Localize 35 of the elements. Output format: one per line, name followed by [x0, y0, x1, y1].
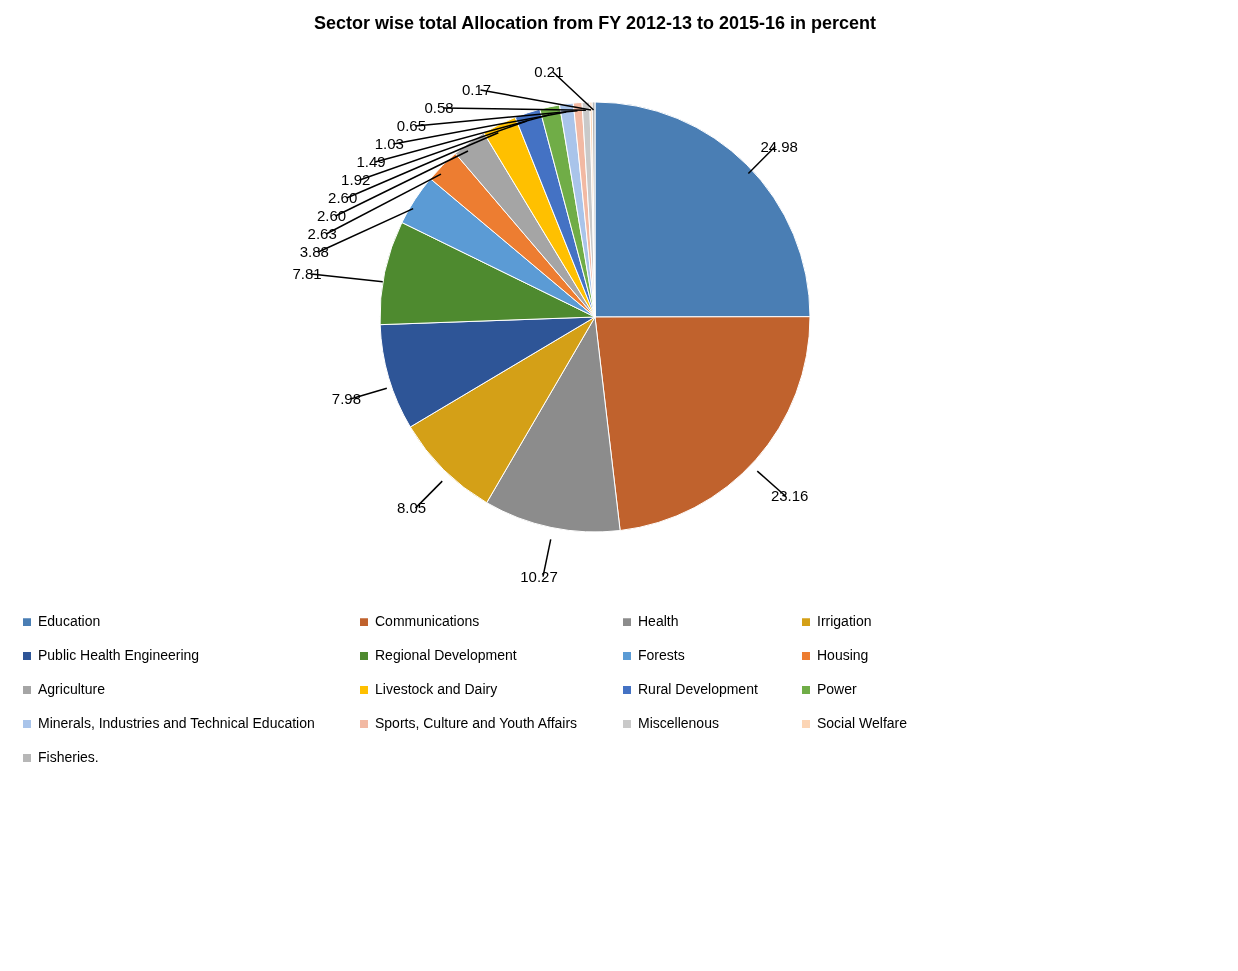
data-label: 7.81	[292, 264, 322, 282]
legend-label: Social Welfare	[817, 715, 908, 731]
data-label: 1.49	[356, 153, 386, 171]
data-label: 7.98	[331, 390, 361, 408]
legend-label: Housing	[817, 647, 869, 663]
legend-label: Communications	[375, 613, 480, 630]
chart-title: Sector wise total Allocation from FY 2012-13 to 2015-16 in percent	[313, 13, 877, 33]
legend-label: Power	[817, 681, 858, 697]
data-label: 0.58	[424, 99, 454, 117]
legend-label: Agriculture	[38, 681, 106, 697]
data-label: 1.92	[341, 171, 371, 189]
legend-label: Health	[638, 613, 679, 630]
legend-label: Minerals, Industries and Technical Education	[38, 715, 315, 731]
legend-label: Miscellenous	[638, 715, 719, 731]
data-label: 0.17	[461, 81, 492, 99]
legend-label: Irrigation	[817, 613, 872, 630]
data-label: 2.63	[307, 225, 337, 243]
data-label: 1.03	[374, 135, 404, 153]
legend-label: Regional Development	[375, 647, 517, 663]
legend-label: Livestock and Dairy	[375, 681, 498, 697]
data-label: 2.60	[316, 207, 347, 225]
legend-label: Sports, Culture and Youth Affairs	[375, 715, 578, 731]
data-label: 23.16	[770, 487, 809, 505]
data-label: 0.21	[534, 63, 564, 81]
legend-label: Forests	[638, 647, 685, 663]
data-label: 24.98	[760, 137, 798, 155]
data-label: 0.65	[396, 117, 426, 135]
data-label: 2.60	[328, 189, 358, 207]
data-label: 10.27	[520, 567, 558, 585]
data-label: 8.05	[396, 499, 427, 517]
data-label: 3.88	[299, 243, 329, 261]
legend-label: Public Health Engineering	[38, 647, 200, 663]
legend-label: Fisheries.	[38, 749, 99, 765]
legend-label: Education	[38, 613, 101, 630]
legend-label: Rural Development	[638, 681, 758, 697]
